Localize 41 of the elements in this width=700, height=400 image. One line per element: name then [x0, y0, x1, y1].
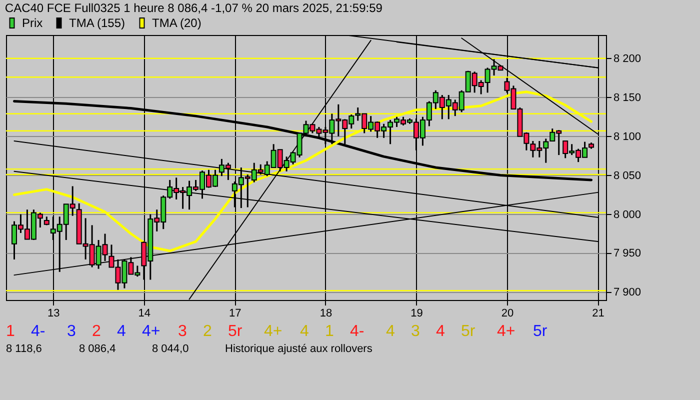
text: Historique ajusté aux rollovers	[225, 343, 373, 355]
text: 4+	[264, 323, 282, 340]
y-tick-label: 7 900	[614, 286, 642, 299]
legend-label: Prix	[22, 16, 43, 30]
x-tick-label: 13	[48, 308, 60, 320]
x-tick-label: 19	[410, 308, 423, 320]
text: 4-	[31, 323, 46, 340]
text: 8 044,0	[152, 343, 189, 355]
text: 4-	[350, 323, 364, 340]
y-tick-label: 8 000	[614, 208, 642, 221]
chart-title: CAC40 FCE Full0325 1 heure 8 086,4 -1,07 % 20 mars 2025, 21:59:59	[4, 1, 383, 15]
y-tick-label: 8 200	[614, 52, 642, 65]
text: 2	[92, 323, 101, 340]
text: 5r	[228, 323, 243, 340]
text: 5r	[533, 323, 548, 340]
y-tick-label: 8 100	[614, 130, 642, 143]
text: 3	[411, 323, 420, 340]
y-tick-label: 8 050	[614, 170, 642, 182]
x-tick-label: 17	[229, 308, 242, 320]
y-tick-label: 8 150	[614, 92, 642, 104]
text: 4	[386, 323, 395, 340]
text: 4+	[497, 323, 516, 340]
text: 4+	[142, 323, 160, 340]
x-tick-label: 14	[138, 308, 151, 320]
x-tick-label: 20	[501, 308, 514, 320]
y-tick-label: 7 950	[614, 248, 642, 260]
text: 5r	[461, 323, 476, 340]
x-tick-label: 18	[320, 308, 332, 320]
text: 4	[300, 323, 309, 340]
text: 1	[325, 323, 334, 340]
text: 3	[67, 323, 76, 340]
text: 8 118,6	[6, 343, 42, 355]
text: 1	[6, 323, 15, 340]
text: 2	[203, 323, 212, 340]
text: 8 086,4	[79, 343, 116, 355]
text: 4	[117, 323, 126, 340]
legend-label: TMA (155)	[69, 16, 126, 30]
x-tick-label: 21	[592, 308, 604, 320]
legend-label: TMA (20)	[152, 16, 202, 30]
text: 3	[178, 323, 187, 340]
text: 4	[436, 323, 445, 340]
